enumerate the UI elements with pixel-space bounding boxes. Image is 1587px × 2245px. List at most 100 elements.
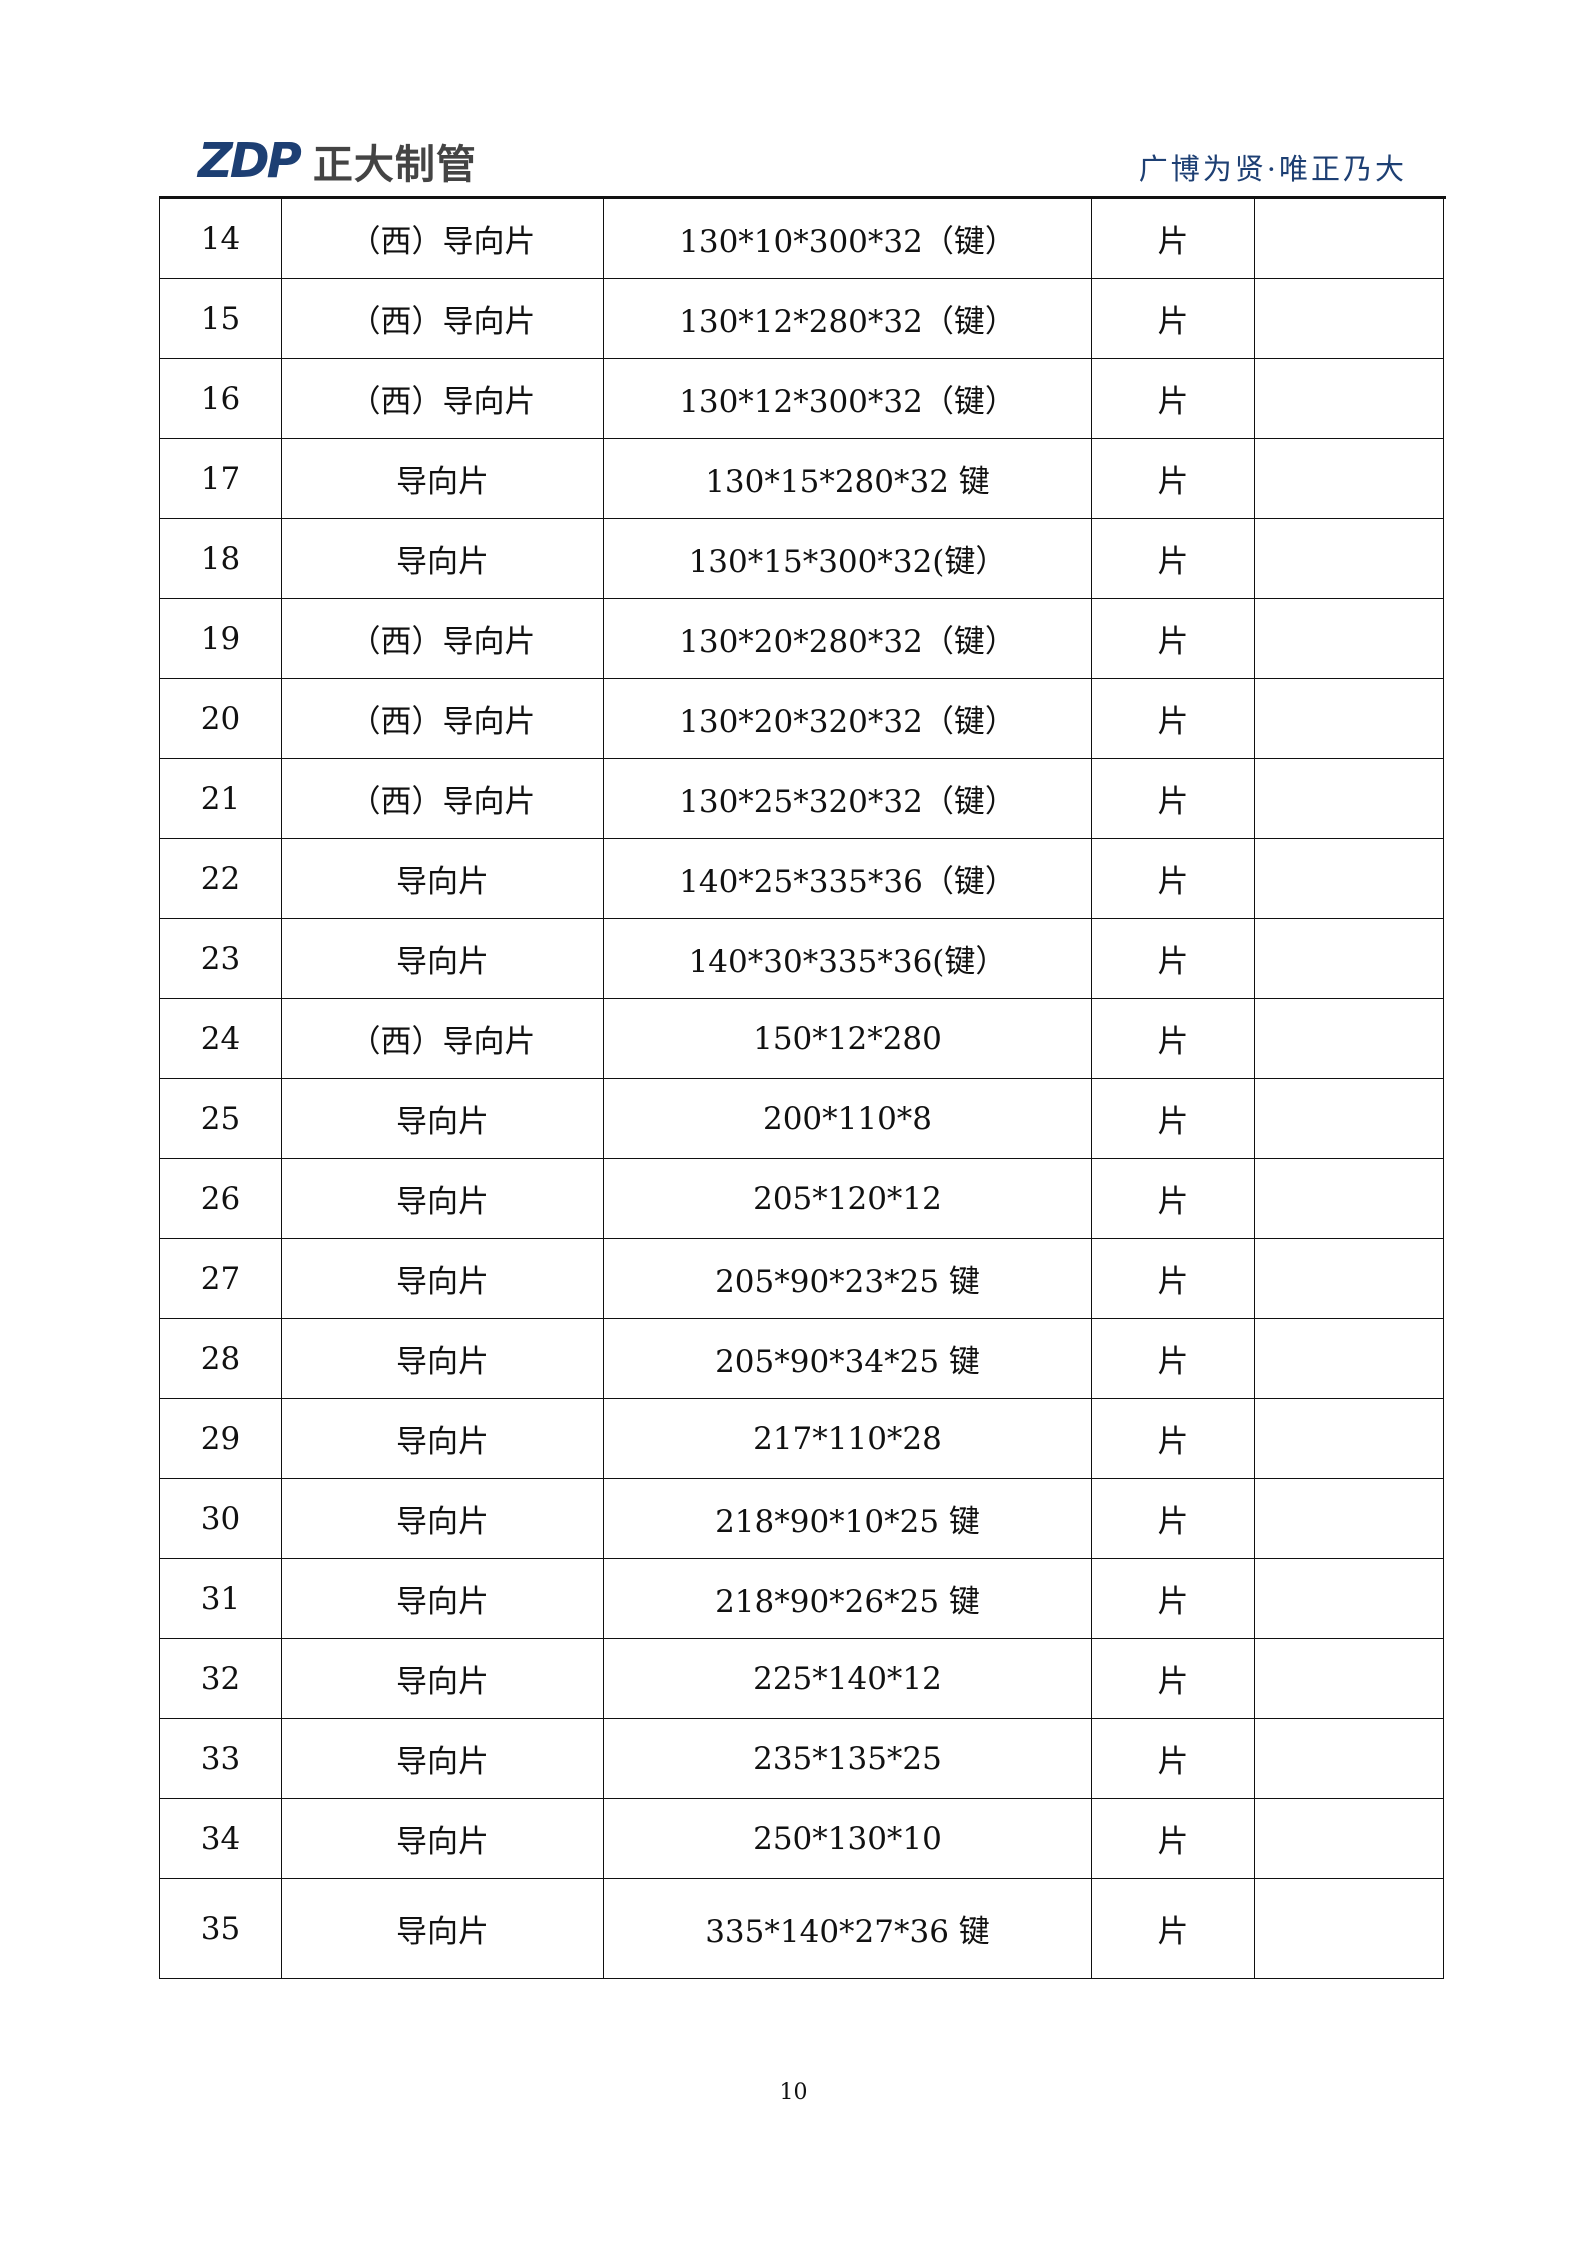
cell-remark <box>1254 1478 1444 1559</box>
table-row: 29 导向片 217*110*28 片 <box>159 1398 1444 1479</box>
tagline: 广博为贤·唯正乃大 <box>1138 152 1407 186</box>
cell-no: 24 <box>159 998 282 1079</box>
cell-remark <box>1254 358 1444 439</box>
cell-spec: 218*90*26*25 键 <box>603 1558 1092 1639</box>
cell-remark <box>1254 1558 1444 1639</box>
cell-no: 33 <box>159 1718 282 1799</box>
cell-spec: 130*20*320*32（键） <box>603 678 1092 759</box>
cell-unit: 片 <box>1091 1878 1255 1979</box>
logo-mark: ZDP <box>198 133 302 189</box>
cell-spec: 130*20*280*32（键） <box>603 598 1092 679</box>
table-row: 14 （西）导向片 130*10*300*32（键）片 <box>159 198 1444 279</box>
page-number: 10 <box>779 2080 808 2105</box>
cell-remark <box>1254 1158 1444 1239</box>
table-row: 32 导向片 225*140*12 片 <box>159 1638 1444 1719</box>
cell-spec: 225*140*12 <box>603 1638 1092 1719</box>
cell-unit: 片 <box>1091 198 1255 279</box>
cell-name: （西）导向片 <box>281 758 604 839</box>
cell-remark <box>1254 1878 1444 1979</box>
cell-no: 26 <box>159 1158 282 1239</box>
cell-spec: 205*120*12 <box>603 1158 1092 1239</box>
cell-unit: 片 <box>1091 518 1255 599</box>
cell-remark <box>1254 1238 1444 1319</box>
table-row: 16 （西）导向片 130*12*300*32（键）片 <box>159 358 1444 439</box>
table-row: 21 （西）导向片 130*25*320*32（键）片 <box>159 758 1444 839</box>
cell-unit: 片 <box>1091 1318 1255 1399</box>
cell-no: 14 <box>159 198 282 279</box>
cell-unit: 片 <box>1091 1078 1255 1159</box>
cell-spec: 200*110*8 <box>603 1078 1092 1159</box>
table-row: 33 导向片 235*135*25 片 <box>159 1718 1444 1799</box>
cell-spec: 140*30*335*36(键） <box>603 918 1092 999</box>
cell-name: 导向片 <box>281 838 604 919</box>
cell-unit: 片 <box>1091 358 1255 439</box>
cell-unit: 片 <box>1091 1478 1255 1559</box>
cell-name: （西）导向片 <box>281 678 604 759</box>
cell-name: 导向片 <box>281 1638 604 1719</box>
cell-name: （西）导向片 <box>281 598 604 679</box>
cell-remark <box>1254 198 1444 279</box>
cell-remark <box>1254 518 1444 599</box>
cell-no: 30 <box>159 1478 282 1559</box>
table-row: 15 （西）导向片 130*12*280*32（键）片 <box>159 278 1444 359</box>
table-row: 30 导向片 218*90*10*25 键片 <box>159 1478 1444 1559</box>
cell-name: 导向片 <box>281 1558 604 1639</box>
cell-unit: 片 <box>1091 998 1255 1079</box>
cell-remark <box>1254 1798 1444 1879</box>
cell-name: 导向片 <box>281 1798 604 1879</box>
cell-spec: 130*12*300*32（键） <box>603 358 1092 439</box>
cell-remark <box>1254 838 1444 919</box>
cell-remark <box>1254 1718 1444 1799</box>
cell-no: 21 <box>159 758 282 839</box>
cell-unit: 片 <box>1091 438 1255 519</box>
cell-name: 导向片 <box>281 518 604 599</box>
cell-spec: 130*25*320*32（键） <box>603 758 1092 839</box>
cell-no: 31 <box>159 1558 282 1639</box>
cell-remark <box>1254 438 1444 519</box>
cell-spec: 130*12*280*32（键） <box>603 278 1092 359</box>
cell-remark <box>1254 758 1444 839</box>
cell-name: 导向片 <box>281 918 604 999</box>
cell-no: 18 <box>159 518 282 599</box>
cell-remark <box>1254 678 1444 759</box>
table-row: 20 （西）导向片 130*20*320*32（键）片 <box>159 678 1444 759</box>
cell-spec: 250*130*10 <box>603 1798 1092 1879</box>
cell-unit: 片 <box>1091 598 1255 679</box>
table-row: 22 导向片 140*25*335*36（键）片 <box>159 838 1444 919</box>
cell-name: 导向片 <box>281 1718 604 1799</box>
cell-name: 导向片 <box>281 438 604 519</box>
cell-no: 34 <box>159 1798 282 1879</box>
table-row: 24 （西）导向片 150*12*280 片 <box>159 998 1444 1079</box>
table-row: 19 （西）导向片 130*20*280*32（键）片 <box>159 598 1444 679</box>
cell-no: 17 <box>159 438 282 519</box>
cell-unit: 片 <box>1091 918 1255 999</box>
cell-unit: 片 <box>1091 758 1255 839</box>
cell-name: 导向片 <box>281 1878 604 1979</box>
cell-no: 25 <box>159 1078 282 1159</box>
cell-spec: 235*135*25 <box>603 1718 1092 1799</box>
table-row: 34 导向片 250*130*10 片 <box>159 1798 1444 1879</box>
cell-no: 15 <box>159 278 282 359</box>
cell-unit: 片 <box>1091 1238 1255 1319</box>
table-row: 25 导向片 200*110*8 片 <box>159 1078 1444 1159</box>
cell-name: 导向片 <box>281 1078 604 1159</box>
cell-remark <box>1254 1318 1444 1399</box>
cell-spec: 335*140*27*36 键 <box>603 1878 1092 1979</box>
cell-no: 23 <box>159 918 282 999</box>
cell-name: 导向片 <box>281 1238 604 1319</box>
header-rule <box>159 196 1446 199</box>
table-row: 23 导向片 140*30*335*36(键）片 <box>159 918 1444 999</box>
cell-unit: 片 <box>1091 1638 1255 1719</box>
table-row: 35 导向片 335*140*27*36 键片 <box>159 1878 1444 1979</box>
cell-remark <box>1254 1638 1444 1719</box>
cell-unit: 片 <box>1091 1158 1255 1239</box>
parts-table: 14 （西）导向片 130*10*300*32（键）片 15 （西）导向片 130*12*… <box>159 198 1444 1979</box>
cell-spec: 140*25*335*36（键） <box>603 838 1092 919</box>
cell-spec: 130*15*300*32(键） <box>603 518 1092 599</box>
cell-name: 导向片 <box>281 1478 604 1559</box>
cell-unit: 片 <box>1091 678 1255 759</box>
cell-remark <box>1254 998 1444 1079</box>
cell-name: （西）导向片 <box>281 278 604 359</box>
cell-no: 27 <box>159 1238 282 1319</box>
cell-no: 32 <box>159 1638 282 1719</box>
